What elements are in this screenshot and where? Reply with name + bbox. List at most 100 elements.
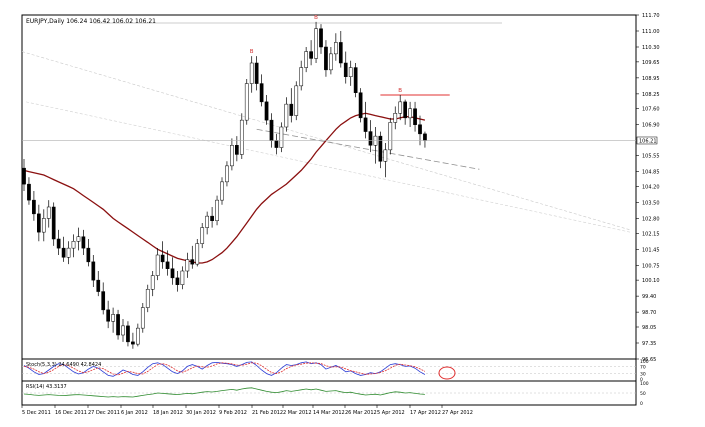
candle-body: [37, 213, 41, 233]
x-tick-label: 14 Mar 2012: [313, 410, 345, 416]
candle-body: [61, 247, 66, 258]
candle-body: [239, 119, 244, 155]
candle-body: [314, 28, 318, 59]
candle-body: [289, 103, 294, 116]
candle-body: [71, 241, 76, 249]
x-tick-label: 16 Dec 2011: [55, 410, 87, 416]
candle-body: [116, 314, 120, 336]
swing-markers: B B B: [250, 15, 403, 94]
x-tick-label: 21 Feb 2012: [252, 410, 283, 416]
candle-body: [269, 119, 274, 141]
candle-body: [334, 42, 338, 55]
candle-body: [165, 261, 170, 269]
chart-header: EURJPY,Daily 106.24 106.42 106.02 106.21: [26, 18, 156, 25]
rsi-indicator: 100 50 0: [22, 381, 649, 407]
candle-body: [393, 113, 398, 123]
rsi-line: [23, 387, 425, 398]
stoch-level-label: 70: [640, 364, 646, 370]
candle-body: [225, 165, 229, 183]
candle-body: [185, 259, 190, 272]
candle-body: [324, 46, 328, 71]
y-tick-label: 104.85: [642, 170, 660, 176]
trend-line-lower: [25, 101, 631, 233]
candle-body: [294, 85, 299, 116]
y-tick-label: 109.65: [642, 60, 660, 66]
y-tick-label: 101.45: [642, 247, 660, 253]
x-tick-label: 2 Mar 2012: [283, 410, 312, 416]
candle-body: [150, 275, 155, 290]
candle-body: [175, 277, 180, 285]
rsi-level-label: 0: [640, 401, 643, 407]
candle-body: [66, 247, 71, 258]
y-tick-label: 111.00: [642, 29, 660, 35]
x-tick-label: 5 Dec 2011: [22, 410, 51, 416]
candle-body: [22, 167, 26, 185]
candle-body: [235, 145, 239, 155]
candle-body: [190, 259, 195, 265]
y-tick-label: 108.95: [642, 76, 660, 82]
swing-marker: B: [314, 15, 318, 21]
y-tick-label: 105.55: [642, 154, 660, 160]
swing-marker: B: [398, 88, 402, 94]
ma-line: [23, 112, 426, 264]
candle-body: [91, 261, 96, 281]
stoch-level-label: 30: [640, 372, 646, 378]
y-tick-label: 102.15: [642, 231, 660, 237]
candle-body: [299, 67, 304, 87]
candle-body: [126, 325, 130, 343]
candle-body: [230, 145, 234, 167]
candle-body: [140, 307, 145, 329]
candle-body: [155, 254, 160, 276]
candle-body: [106, 309, 111, 322]
candle-body: [200, 227, 205, 244]
candle-body: [86, 247, 91, 263]
candle-body: [284, 103, 289, 128]
candle-body: [76, 236, 81, 242]
stoch-label: Stoch(5,3,3) 24.6490 42.8424: [26, 362, 101, 368]
candle-body: [244, 83, 249, 121]
candle-body: [195, 243, 200, 265]
y-tick-label: 106.90: [642, 123, 660, 129]
candle-body: [254, 62, 259, 84]
candle-body: [378, 135, 383, 162]
rsi-level-label: 50: [640, 391, 646, 397]
rsi-label: RSI(14) 43.3137: [26, 384, 67, 390]
candle-body: [96, 279, 101, 292]
candle-body: [210, 215, 214, 221]
candle-body: [358, 92, 363, 119]
candle-body: [418, 124, 422, 135]
candle-body: [51, 206, 56, 240]
candle-body: [101, 291, 106, 311]
current-price-box: [636, 136, 658, 145]
y-tick-label: 96.65: [642, 357, 656, 363]
candle-body: [259, 83, 264, 103]
x-tick-label: 27 Apr 2012: [442, 410, 473, 416]
candle-body: [423, 133, 427, 141]
candle-body: [368, 131, 373, 146]
y-axis: 111.70 111.00 110.30 109.65 108.95 108.25 107.…: [636, 13, 660, 363]
candle-body: [145, 289, 150, 308]
x-tick-label: 30 Jan 2012: [186, 410, 216, 416]
x-tick-label: 18 Jan 2012: [153, 410, 183, 416]
current-price: 106.21: [22, 136, 658, 145]
x-tick-label: 9 Feb 2012: [219, 410, 247, 416]
candle-body: [27, 183, 31, 201]
candle-body: [46, 206, 51, 219]
stoch-signal-line: [23, 362, 426, 376]
y-tick-label: 100.75: [642, 263, 660, 269]
support-dashed-line: [256, 128, 480, 170]
y-tick-label: 103.50: [642, 200, 660, 206]
candle-body: [215, 199, 219, 221]
x-tick-label: 17 Apr 2012: [410, 410, 441, 416]
y-tick-label: 111.70: [642, 13, 660, 19]
y-tick-label: 98.05: [642, 325, 656, 331]
stoch-level-label: 0: [640, 377, 643, 383]
candle-body: [383, 149, 388, 162]
x-tick-label: 6 Jan 2012: [121, 410, 148, 416]
x-tick-label: 5 Apr 2012: [377, 410, 405, 416]
moving-average: [23, 112, 426, 264]
current-price-label: 106.21: [639, 138, 657, 144]
